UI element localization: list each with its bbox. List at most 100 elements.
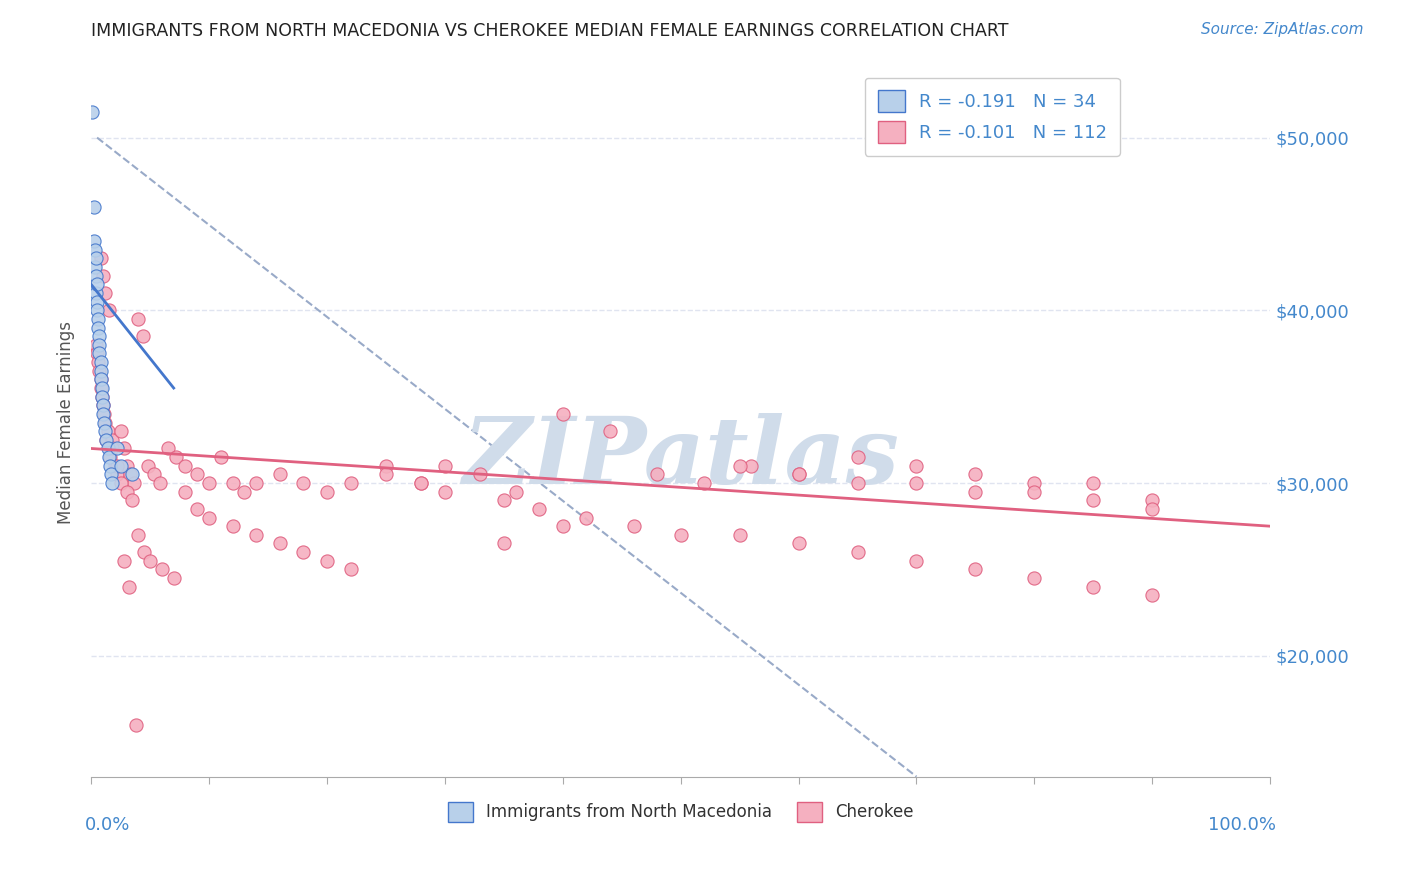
Point	[411, 476, 433, 491]
Point	[84, 252, 107, 266]
Point	[1024, 571, 1046, 585]
Point	[1142, 493, 1164, 508]
Point	[132, 329, 155, 343]
Point	[374, 458, 396, 473]
Point	[292, 545, 315, 559]
Point	[221, 476, 243, 491]
Point	[96, 433, 118, 447]
Point	[1142, 502, 1164, 516]
Point	[198, 510, 221, 524]
Point	[87, 312, 110, 326]
Point	[339, 476, 361, 491]
Point	[905, 476, 928, 491]
Point	[551, 519, 574, 533]
Point	[112, 554, 135, 568]
Point	[84, 268, 107, 283]
Point	[316, 554, 339, 568]
Point	[1142, 588, 1164, 602]
Legend: Immigrants from North Macedonia, Cherokee: Immigrants from North Macedonia, Cheroke…	[437, 792, 924, 832]
Point	[101, 442, 124, 456]
Point	[93, 416, 115, 430]
Point	[965, 484, 987, 499]
Point	[156, 442, 179, 456]
Point	[91, 398, 114, 412]
Point	[91, 407, 114, 421]
Point	[433, 484, 456, 499]
Point	[122, 476, 145, 491]
Point	[198, 476, 221, 491]
Point	[623, 519, 645, 533]
Point	[163, 571, 186, 585]
Point	[470, 467, 492, 482]
Point	[492, 493, 515, 508]
Point	[846, 476, 869, 491]
Point	[787, 536, 810, 550]
Point	[374, 467, 396, 482]
Point	[86, 294, 108, 309]
Point	[269, 467, 291, 482]
Point	[83, 200, 105, 214]
Point	[98, 458, 121, 473]
Point	[91, 268, 114, 283]
Point	[87, 355, 110, 369]
Point	[97, 442, 120, 456]
Point	[165, 450, 187, 464]
Point	[98, 450, 121, 464]
Point	[101, 476, 124, 491]
Point	[142, 467, 165, 482]
Point	[645, 467, 668, 482]
Point	[174, 458, 197, 473]
Point	[86, 277, 108, 292]
Point	[84, 286, 107, 301]
Point	[505, 484, 527, 499]
Point	[97, 450, 120, 464]
Point	[110, 476, 132, 491]
Point	[186, 502, 208, 516]
Point	[115, 484, 138, 499]
Text: IMMIGRANTS FROM NORTH MACEDONIA VS CHEROKEE MEDIAN FEMALE EARNINGS CORRELATION C: IMMIGRANTS FROM NORTH MACEDONIA VS CHERO…	[91, 22, 1010, 40]
Point	[245, 476, 267, 491]
Point	[551, 407, 574, 421]
Point	[1024, 476, 1046, 491]
Point	[101, 433, 124, 447]
Point	[139, 554, 162, 568]
Point	[89, 338, 111, 352]
Y-axis label: Median Female Earnings: Median Female Earnings	[58, 321, 75, 524]
Point	[221, 519, 243, 533]
Point	[245, 528, 267, 542]
Point	[90, 252, 112, 266]
Point	[965, 467, 987, 482]
Point	[97, 442, 120, 456]
Point	[846, 545, 869, 559]
Point	[1083, 493, 1105, 508]
Point	[84, 338, 107, 352]
Point	[127, 312, 149, 326]
Point	[83, 260, 105, 274]
Point	[90, 364, 112, 378]
Point	[83, 234, 105, 248]
Point	[599, 424, 621, 438]
Point	[1083, 476, 1105, 491]
Point	[787, 467, 810, 482]
Point	[150, 562, 173, 576]
Point	[90, 355, 112, 369]
Point	[86, 346, 108, 360]
Point	[728, 528, 751, 542]
Point	[127, 528, 149, 542]
Point	[965, 562, 987, 576]
Point	[118, 580, 141, 594]
Point	[91, 398, 114, 412]
Point	[209, 450, 232, 464]
Point	[433, 458, 456, 473]
Text: ZIPatlas: ZIPatlas	[463, 413, 900, 503]
Point	[89, 364, 111, 378]
Point	[83, 243, 105, 257]
Point	[269, 536, 291, 550]
Point	[174, 484, 197, 499]
Point	[1024, 484, 1046, 499]
Point	[100, 467, 122, 482]
Text: Source: ZipAtlas.com: Source: ZipAtlas.com	[1201, 22, 1364, 37]
Point	[90, 390, 112, 404]
Point	[740, 458, 762, 473]
Point	[339, 562, 361, 576]
